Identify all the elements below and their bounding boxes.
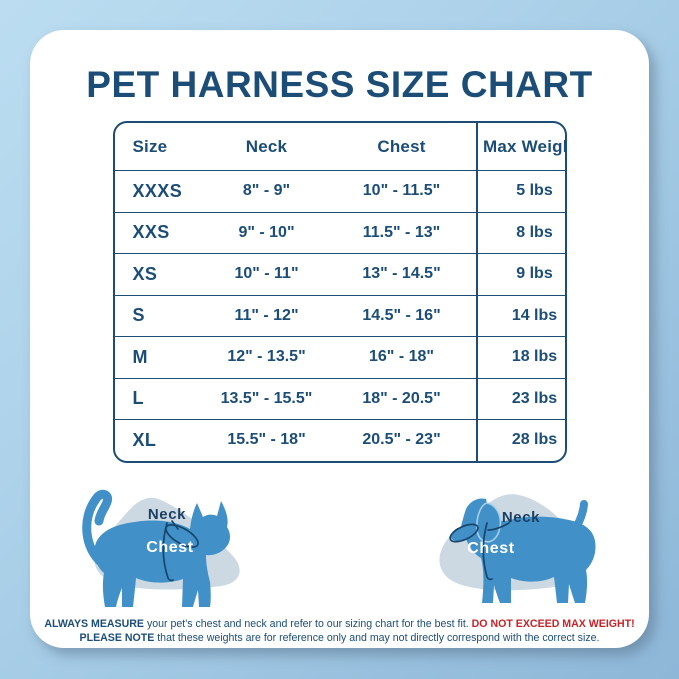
cat-chest-measure-line (162, 521, 174, 581)
cat-neck-label: Neck (148, 506, 186, 523)
dog-chest-measure-line (482, 521, 493, 580)
cat-diagram: Neck Chest (82, 489, 240, 607)
size-cell: XXS (114, 211, 206, 254)
chest-cell: 13" - 14.5" (327, 253, 477, 295)
col-header-max-weight: Max Weight* (475, 123, 565, 171)
table-row: L 13.5" - 15.5" 18" - 20.5" 23 lbs (114, 377, 565, 420)
neck-cell: 10" - 11" (205, 253, 328, 295)
footnote-line-2-text: that these weights are for reference onl… (154, 631, 600, 644)
size-table: Size Neck Chest Max Weight* XXXS 8" - 9"… (114, 123, 565, 461)
neck-cell: 9" - 10" (205, 211, 328, 254)
chest-cell: 16" - 18" (327, 336, 477, 378)
cat-chest-label: Chest (146, 539, 194, 556)
size-cell: XS (114, 253, 206, 295)
neck-cell: 8" - 9" (205, 170, 328, 212)
max-weight-cell: 28 lbs (475, 419, 565, 461)
chest-cell: 18" - 20.5" (327, 377, 477, 420)
table-row: S 11" - 12" 14.5" - 16" 14 lbs (114, 294, 565, 337)
table-row: XL 15.5" - 18" 20.5" - 23" 28 lbs (114, 419, 565, 461)
cat-neck-pointer-line (171, 519, 179, 530)
table-row: XXS 9" - 10" 11.5" - 13" 8 lbs (114, 211, 565, 254)
size-chart-card: PET HARNESS SIZE CHART Size Neck Chest M… (30, 30, 649, 648)
table-header-row: Size Neck Chest Max Weight* (115, 123, 565, 171)
max-weight-cell: 8 lbs (475, 211, 565, 254)
chest-cell: 10" - 11.5" (327, 170, 477, 212)
col-header-neck: Neck (245, 136, 288, 156)
chest-cell: 14.5" - 16" (327, 294, 477, 337)
size-cell: S (114, 294, 206, 337)
table-row: XXXS 8" - 9" 10" - 11.5" 5 lbs (114, 170, 565, 212)
max-weight-cell: 18 lbs (475, 336, 565, 378)
cat-silhouette (94, 500, 231, 607)
neck-cell: 11" - 12" (205, 294, 328, 337)
chest-cell: 11.5" - 13" (327, 211, 477, 254)
col-header-chest: Chest (377, 136, 426, 156)
max-weight-cell: 23 lbs (475, 377, 565, 420)
footnote-line-2: PLEASE NOTE that these weights are for r… (30, 631, 649, 645)
max-weight-cell: 9 lbs (475, 253, 565, 295)
cat-tail (82, 489, 113, 567)
table-row: M 12" - 13.5" 16" - 18" 18 lbs (114, 336, 565, 378)
max-weight-warning-text: DO NOT EXCEED MAX WEIGHT! (471, 617, 635, 630)
size-cell: XL (114, 419, 206, 461)
dog-chest-label: Chest (467, 540, 515, 557)
footnote-line-1: ALWAYS MEASURE your pet's chest and neck… (30, 617, 649, 631)
chest-cell: 20.5" - 23" (327, 419, 477, 461)
neck-cell: 13.5" - 15.5" (205, 377, 328, 420)
cat-neck-measure-loop (165, 523, 199, 548)
always-measure-text: ALWAYS MEASURE (44, 617, 144, 630)
col-header-size: Size (132, 136, 168, 156)
dog-neck-measure-loop (449, 522, 479, 543)
neck-cell: 15.5" - 18" (205, 419, 328, 461)
size-cell: L (114, 377, 206, 420)
footnote: ALWAYS MEASURE your pet's chest and neck… (30, 617, 649, 646)
neck-cell: 12" - 13.5" (205, 336, 328, 378)
page-title: PET HARNESS SIZE CHART (86, 64, 593, 105)
size-cell: XXXS (114, 170, 206, 212)
dog-neck-label: Neck (502, 509, 540, 526)
size-cell: M (114, 336, 206, 378)
measurement-diagrams: Neck Chest Neck Chest (30, 473, 649, 614)
max-weight-cell: 14 lbs (475, 294, 565, 337)
please-note-text: PLEASE NOTE (79, 631, 155, 644)
dog-neck-pointer-line (487, 521, 510, 531)
footnote-line-1-text: your pet's chest and neck and refer to o… (144, 617, 472, 630)
dog-diagram: Neck Chest (439, 493, 596, 603)
max-weight-cell: 5 lbs (475, 170, 565, 212)
dog-ear (476, 501, 502, 543)
table-row: XS 10" - 11" 13" - 14.5" 9 lbs (114, 253, 565, 295)
size-table-frame: Size Neck Chest Max Weight* XXXS 8" - 9"… (112, 121, 567, 463)
